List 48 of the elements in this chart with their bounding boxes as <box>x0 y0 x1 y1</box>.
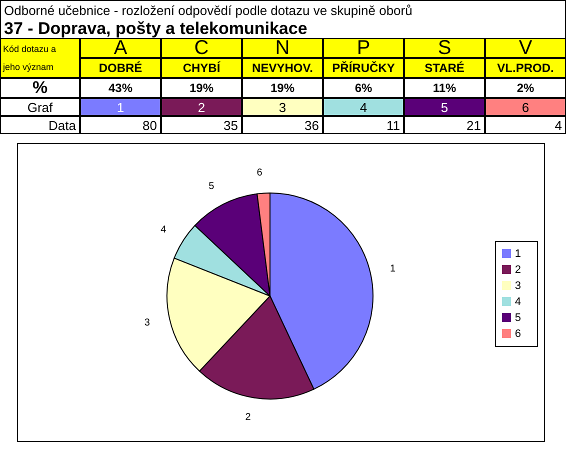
text: S <box>438 36 452 58</box>
legend-label: 4 <box>514 296 521 308</box>
legend-label: 1 <box>514 248 521 260</box>
text: 2% <box>516 81 534 95</box>
text: 6% <box>354 81 372 95</box>
text: P <box>356 36 370 58</box>
text: 36 <box>304 118 319 132</box>
slice-label: 3 <box>144 317 150 328</box>
text: N <box>275 36 290 58</box>
slice-label: 6 <box>256 168 263 179</box>
text: Data <box>0 116 80 134</box>
text: 4 <box>554 118 562 132</box>
category-label: 3 <box>278 100 286 114</box>
text: CHYBÍ <box>182 61 220 75</box>
text: A <box>114 36 128 58</box>
legend-label: 2 <box>514 264 521 276</box>
category-label: 2 <box>198 100 206 114</box>
text: Graf <box>0 98 80 116</box>
text: 19% <box>270 81 295 95</box>
slice-label: 1 <box>390 264 396 275</box>
text: 11 <box>386 118 400 132</box>
text: 43% <box>108 81 133 95</box>
chart-subtitle: 37 - Doprava, pošty a telekomunikace <box>4 19 308 39</box>
text: 80 <box>142 118 157 132</box>
text: Kód dotazu a jeho význam <box>0 38 80 78</box>
category-label: 5 <box>440 100 448 114</box>
text: PŘÍRUČKY <box>332 61 395 75</box>
slice-label: 2 <box>245 412 252 423</box>
text: 35 <box>224 118 238 132</box>
category-label: 6 <box>522 100 530 114</box>
text: DOBRÉ <box>98 61 142 75</box>
category-label: 1 <box>116 100 124 114</box>
text: V <box>518 36 532 58</box>
text: 21 <box>466 118 481 132</box>
text: VL.PROD. <box>497 61 554 75</box>
chart-title: Odborné učebnice - rozložení odpovědí podle dotazu ve skupině oborů <box>4 2 412 19</box>
category-label: 4 <box>360 100 368 114</box>
text: 11% <box>432 81 456 95</box>
text: NEVYHOV. <box>252 61 313 75</box>
text: STARÉ <box>424 61 464 75</box>
text: 19% <box>189 81 214 95</box>
text: C <box>194 36 209 58</box>
legend-label: 6 <box>514 328 521 340</box>
slice-label: 4 <box>160 224 167 236</box>
text: % <box>0 78 80 98</box>
slice-label: 5 <box>208 180 215 192</box>
legend-label: 3 <box>514 280 521 292</box>
legend-label: 5 <box>514 312 521 324</box>
